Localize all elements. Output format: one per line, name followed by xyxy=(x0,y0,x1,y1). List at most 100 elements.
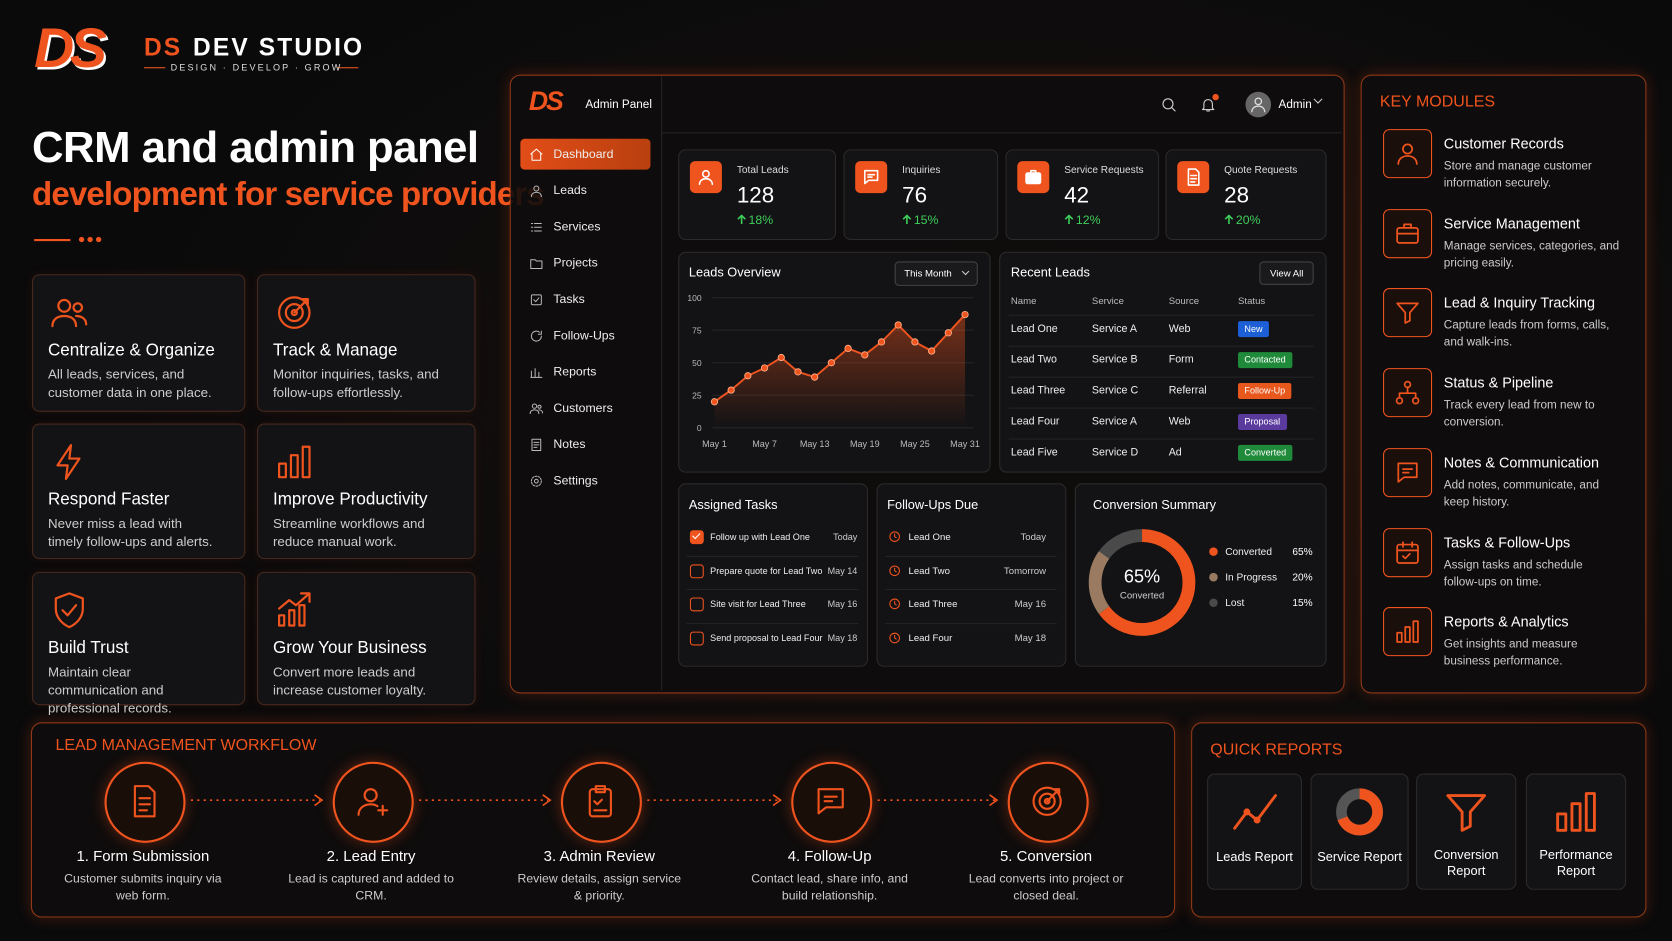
icon-part xyxy=(533,185,540,192)
feature-card: Respond Faster Never miss a lead with tim… xyxy=(31,423,246,560)
filter-dropdown[interactable]: This Month xyxy=(894,261,978,286)
view-all-button[interactable]: View All xyxy=(1259,261,1314,285)
logo: DS xyxy=(34,18,107,81)
module-text: Manage services, categories, and pricing… xyxy=(1443,239,1620,270)
nav-icon[interactable] xyxy=(529,220,544,235)
nav-item[interactable]: Projects xyxy=(553,257,598,270)
feature-text: Convert more leads and increase customer… xyxy=(272,664,427,698)
icon-part xyxy=(1201,99,1215,112)
checkbox[interactable] xyxy=(689,530,704,545)
nav-item[interactable]: Leads xyxy=(553,184,587,198)
status-pill: Proposal xyxy=(1238,413,1287,430)
report-icon xyxy=(1446,794,1487,832)
up-arrow xyxy=(737,214,746,225)
legend-value: 20% xyxy=(1292,571,1313,584)
module-icon xyxy=(1397,143,1418,165)
nav-icon[interactable] xyxy=(529,401,544,416)
icon-part xyxy=(1396,226,1419,244)
admin-panel-label: Admin Panel xyxy=(585,98,652,111)
hero-subtitle: development for service providers xyxy=(31,174,545,213)
icon-part xyxy=(529,409,544,415)
report-tile[interactable]: Service Report xyxy=(1310,773,1409,890)
icon-part xyxy=(278,462,287,479)
nav-item[interactable]: Reports xyxy=(553,365,597,379)
nav-item[interactable]: Tasks xyxy=(553,293,585,307)
stat-icon-bg xyxy=(1017,161,1050,194)
nav-icon[interactable] xyxy=(529,365,544,380)
icon-part xyxy=(530,223,542,232)
stat-label: Quote Requests xyxy=(1224,164,1298,177)
donut-segment xyxy=(1088,551,1110,614)
module-icon-box xyxy=(1383,208,1433,258)
step-text: Customer submits inquiry via web form. xyxy=(64,872,222,903)
nav-item[interactable]: Customers xyxy=(553,402,613,416)
nav-item[interactable]: Settings xyxy=(553,474,598,488)
feature-title: Improve Productivity xyxy=(272,490,428,509)
row-divider xyxy=(686,555,859,557)
panel-title: Recent Leads xyxy=(1010,264,1090,280)
icon-part xyxy=(1556,812,1568,832)
table-cell: Service A xyxy=(1091,323,1137,336)
checkbox[interactable] xyxy=(689,631,704,646)
checkbox[interactable] xyxy=(689,597,704,612)
up-arrow xyxy=(1064,214,1074,225)
table-cell: Web xyxy=(1168,323,1191,336)
nav-item[interactable]: Follow-Ups xyxy=(553,329,615,343)
icon-part xyxy=(530,294,542,306)
report-tile[interactable]: Conversion Report xyxy=(1416,773,1517,890)
nav-item[interactable]: Services xyxy=(553,220,601,234)
status-pill: Follow-Up xyxy=(1238,383,1292,399)
row-divider xyxy=(885,589,1057,591)
nav-icon[interactable] xyxy=(529,292,544,307)
icon-part xyxy=(72,302,84,313)
nav-item[interactable]: Notes xyxy=(553,438,586,452)
stat-icon xyxy=(698,169,714,186)
icon-part xyxy=(588,788,612,818)
row-divider xyxy=(1008,438,1314,440)
icon-part xyxy=(701,169,710,178)
step-icon xyxy=(357,788,389,816)
icon-part xyxy=(357,803,389,816)
section-title: KEY MODULES xyxy=(1379,92,1496,111)
nav-icon[interactable] xyxy=(529,147,544,162)
hero-dot xyxy=(87,236,93,243)
icon-part xyxy=(363,788,378,803)
step-icon xyxy=(1032,786,1062,816)
table-cell: Web xyxy=(1168,416,1191,428)
filter-label: This Month xyxy=(904,267,952,279)
checkbox[interactable] xyxy=(689,564,704,578)
module-icon xyxy=(1397,462,1418,483)
module-title: Status & Pipeline xyxy=(1443,374,1554,391)
task-due: May 18 xyxy=(827,632,858,644)
icon-part xyxy=(290,308,298,317)
tasks-card xyxy=(678,483,868,667)
tagline-rule xyxy=(143,67,166,69)
icon-part xyxy=(537,404,542,409)
nav-icon[interactable] xyxy=(529,256,544,271)
stat-value: 128 xyxy=(736,183,775,209)
nav-icon[interactable] xyxy=(529,437,544,452)
report-icon xyxy=(1336,788,1384,836)
nav-icon[interactable] xyxy=(529,329,544,344)
icon-part xyxy=(1411,397,1420,405)
nav-item[interactable]: Dashboard xyxy=(553,148,614,162)
module-title: Tasks & Follow-Ups xyxy=(1443,533,1571,550)
icon-part xyxy=(1064,214,1074,225)
icon-part xyxy=(817,788,844,815)
module-icon-box xyxy=(1383,288,1433,338)
report-tile[interactable]: Performance Report xyxy=(1525,773,1627,890)
feature-title: Centralize & Organize xyxy=(47,341,215,360)
stat-icon-bg xyxy=(855,161,888,194)
step-icon xyxy=(817,788,844,815)
table-cell: Referral xyxy=(1168,385,1207,397)
clock-icon xyxy=(889,632,900,644)
panel-title: Leads Overview xyxy=(688,264,781,280)
module-icon xyxy=(1395,380,1420,405)
report-tile[interactable]: Leads Report xyxy=(1207,773,1302,890)
clock-icon xyxy=(889,531,900,542)
nav-icon[interactable] xyxy=(529,474,544,489)
nav-icon[interactable] xyxy=(529,184,544,199)
icon-part xyxy=(531,438,542,451)
